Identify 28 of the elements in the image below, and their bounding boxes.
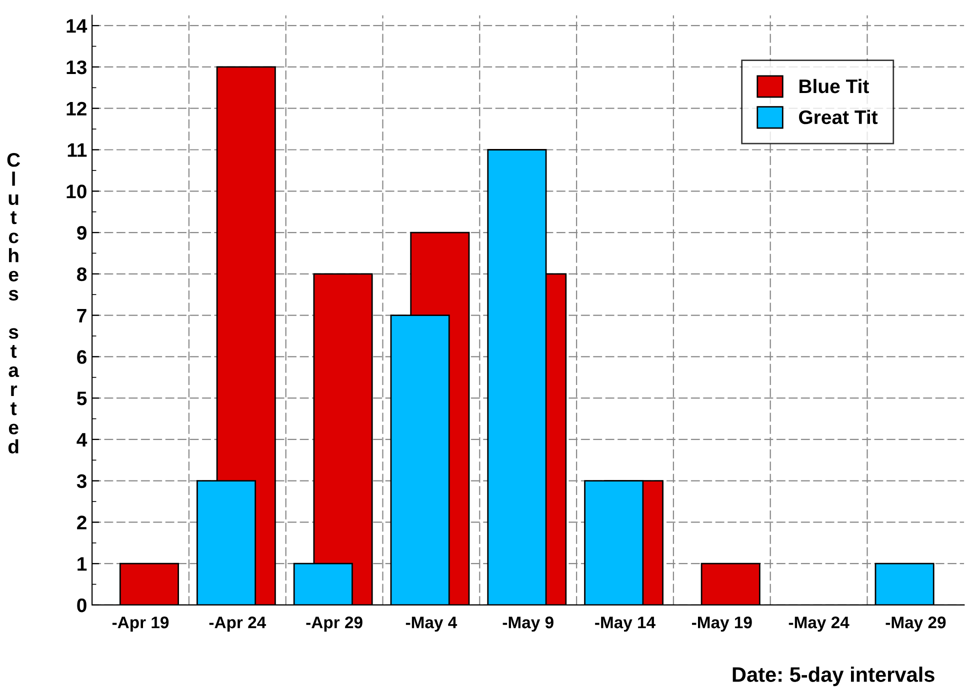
legend-label: Great Tit: [799, 110, 878, 124]
y-tick-label: 7: [77, 308, 86, 322]
y-tick-label: 3: [76, 474, 86, 488]
y-tick-label: 12: [66, 102, 86, 116]
legend-label: Blue Tit: [800, 78, 869, 94]
x-tick-label: -Apr 29: [306, 616, 362, 632]
y-tick-label: 14: [66, 19, 88, 33]
y-tick-label: 8: [77, 267, 87, 282]
y-tick-label: 4: [76, 433, 88, 446]
y-tick-label: 1: [78, 557, 87, 571]
y-tick-label: 11: [68, 143, 87, 157]
x-tick-label: -Apr 19: [112, 616, 169, 632]
y-tick-label: 9: [77, 226, 86, 240]
y-tick-label: 6: [77, 350, 86, 364]
x-tick-label: -May 24: [788, 616, 850, 632]
x-tick-label: -May 29: [886, 616, 946, 632]
y-tick-label: 2: [77, 516, 86, 530]
x-axis-title: Date: 5-day intervals: [732, 666, 934, 686]
text: Clutches started: [7, 153, 20, 454]
x-tick-label: -May 19: [692, 616, 752, 632]
x-tick-label: -Apr 24: [209, 616, 266, 632]
y-tick-label: 0: [77, 598, 86, 612]
y-tick-label: 5: [76, 392, 87, 406]
x-tick-label: -May 14: [595, 616, 656, 632]
y-tick-label: 13: [66, 60, 86, 74]
y-tick-label: 10: [66, 184, 86, 198]
x-tick-label: -May 4: [406, 616, 458, 632]
x-tick-label: -May 9: [502, 616, 554, 632]
